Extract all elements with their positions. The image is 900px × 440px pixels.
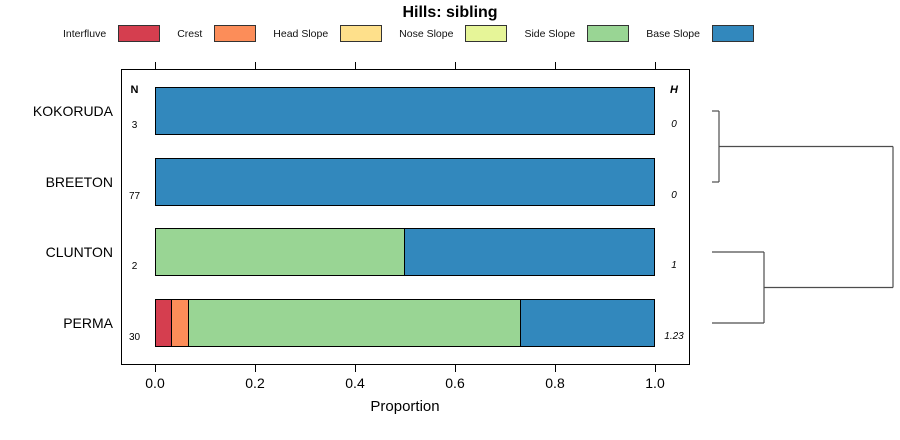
n-value-kokoruda: 3 — [131, 120, 138, 131]
bottom-axis-tick — [554, 365, 556, 372]
top-axis-tick — [654, 62, 656, 69]
legend-item-head-slope: Head Slope — [273, 25, 383, 42]
row-label-kokoruda: KOKORUDA — [32, 103, 113, 119]
legend-swatch-side-slope — [587, 25, 630, 42]
legend-swatch-head-slope — [340, 25, 383, 42]
plot-frame — [121, 69, 690, 365]
bottom-axis-tick — [454, 365, 456, 372]
legend-swatch-crest — [214, 25, 257, 42]
bar-segment-base-slope — [405, 229, 654, 275]
legend-item-crest: Crest — [177, 25, 257, 42]
legend-swatch-nose-slope — [465, 25, 508, 42]
legend-item-nose-slope: Nose Slope — [399, 25, 508, 42]
top-axis-tick — [354, 62, 356, 69]
bar-segment-base-slope — [156, 88, 654, 134]
bar-segment-side-slope — [188, 300, 521, 346]
legend: Interfluve Crest Head Slope Nose Slope Side … — [63, 25, 754, 42]
bar-segment-base-slope — [156, 159, 654, 205]
top-axis-tick — [254, 62, 256, 69]
legend-swatch-base-slope — [711, 25, 754, 42]
n-value-breeton: 77 — [128, 191, 141, 202]
legend-item-base-slope: Base Slope — [646, 25, 754, 42]
top-axis-tick — [154, 62, 156, 69]
legend-label: Nose Slope — [399, 27, 454, 40]
n-value-clunton: 2 — [131, 261, 138, 272]
bottom-axis-tick — [354, 365, 356, 372]
n-column-header: N — [130, 84, 139, 96]
x-tick-label: 1.0 — [645, 375, 665, 391]
n-value-perma: 30 — [128, 332, 141, 343]
bar-segment-interfluve — [156, 300, 173, 346]
bottom-axis-tick — [154, 365, 156, 372]
bar-kokoruda — [155, 87, 655, 135]
h-value-perma: 1.23 — [664, 331, 684, 342]
x-tick-label: 0.2 — [245, 375, 265, 391]
row-label-clunton: CLUNTON — [45, 244, 113, 260]
top-axis-tick — [554, 62, 556, 69]
legend-swatch-interfluve — [118, 25, 161, 42]
x-axis-title: Proportion — [370, 398, 440, 415]
row-label-perma: PERMA — [63, 315, 113, 331]
bar-segment-crest — [172, 300, 189, 346]
x-tick-label: 0.6 — [445, 375, 465, 391]
bar-segment-base-slope — [521, 300, 654, 346]
bottom-axis-tick — [654, 365, 656, 372]
x-tick-label: 0.8 — [545, 375, 565, 391]
legend-label: Head Slope — [273, 27, 329, 40]
legend-label: Side Slope — [524, 27, 576, 40]
h-value-breeton: 0 — [671, 190, 677, 201]
bar-breeton — [155, 158, 655, 206]
x-tick-label: 0.4 — [345, 375, 365, 391]
legend-label: Interfluve — [63, 27, 107, 40]
bar-segment-side-slope — [156, 229, 405, 275]
bottom-axis-tick — [254, 365, 256, 372]
h-column-header: H — [670, 84, 678, 96]
legend-label: Crest — [177, 27, 203, 40]
legend-label: Base Slope — [646, 27, 700, 40]
legend-item-interfluve: Interfluve — [63, 25, 161, 42]
h-value-clunton: 1 — [671, 260, 677, 271]
bar-clunton — [155, 228, 655, 276]
h-value-kokoruda: 0 — [671, 119, 677, 130]
row-label-breeton: BREETON — [45, 174, 113, 190]
x-tick-label: 0.0 — [145, 375, 165, 391]
chart-title: Hills: sibling — [402, 4, 498, 21]
legend-item-side-slope: Side Slope — [524, 25, 630, 42]
bar-perma — [155, 299, 655, 347]
top-axis-tick — [454, 62, 456, 69]
